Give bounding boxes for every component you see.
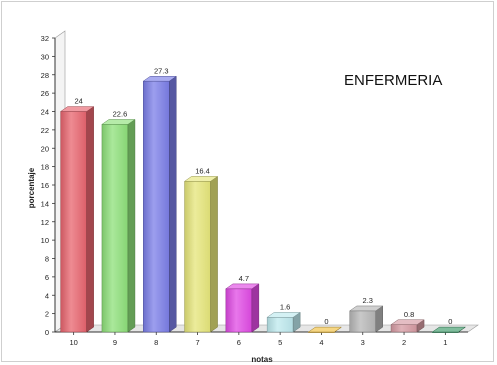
bar-3	[348, 305, 384, 333]
bar-front	[60, 111, 87, 333]
bar-5	[266, 311, 301, 333]
bar-top	[307, 326, 343, 333]
y-axis-title: porcentaje	[27, 167, 36, 208]
bar-front	[266, 317, 294, 333]
bar-8	[142, 75, 178, 333]
x-tick-label: 9	[113, 338, 117, 347]
y-tick-label: 4	[45, 291, 49, 300]
bar-top	[59, 106, 95, 112]
x-tick-label: 5	[278, 338, 282, 347]
data-label: 16.4	[195, 166, 210, 175]
y-tick-label: 10	[41, 236, 49, 245]
data-label: 0	[448, 317, 452, 326]
bar-side	[169, 75, 177, 333]
y-tick-label: 0	[45, 328, 49, 337]
bar-front	[349, 310, 376, 333]
bar-side	[251, 283, 260, 333]
data-label: 0.8	[404, 310, 414, 319]
data-label: 27.3	[154, 66, 169, 75]
bar-top	[101, 119, 136, 125]
x-tick-label: 4	[319, 338, 323, 347]
x-tick-label: 1	[443, 338, 447, 347]
bar-top	[225, 283, 260, 290]
bar-2	[390, 319, 425, 333]
x-tick-label: 2	[402, 338, 406, 347]
bar-side	[127, 118, 136, 333]
x-tick-label: 8	[154, 338, 158, 347]
bar-4	[307, 326, 343, 333]
y-tick-label: 30	[41, 52, 49, 61]
y-tick-label: 22	[41, 126, 49, 135]
data-label: 4.7	[239, 274, 249, 283]
bars	[59, 75, 467, 333]
data-label: 1.6	[280, 302, 290, 311]
data-label: 0	[324, 317, 328, 326]
bar-1	[431, 326, 467, 333]
y-tick-label: 6	[45, 273, 49, 282]
data-label: 22.6	[113, 109, 128, 118]
bar-front	[143, 80, 170, 333]
bar-top	[431, 326, 467, 333]
labels: 24 22.6 27.3 16.4 4.7 1.6 0 2.3 0.8 0	[74, 66, 452, 326]
bar-6	[225, 283, 260, 333]
x-tick-label: 10	[69, 338, 77, 347]
data-label: 24	[74, 97, 82, 106]
bar-10	[59, 106, 95, 333]
bar-top	[390, 319, 425, 325]
y-tick-label: 26	[41, 89, 49, 98]
bar-front	[390, 324, 418, 333]
bar-7	[183, 175, 219, 333]
y-tick-label: 28	[41, 71, 49, 80]
y-tick-label: 24	[41, 108, 49, 117]
bar-side	[86, 106, 94, 333]
y-tick-label: 32	[41, 34, 49, 43]
bar-top	[348, 305, 384, 312]
y-tick-label: 2	[45, 310, 49, 319]
bar-top	[142, 76, 178, 82]
chart-title: ENFERMERIA	[344, 72, 442, 89]
bar-top	[266, 312, 301, 318]
bar-9	[101, 118, 136, 333]
x-tick-label: 3	[361, 338, 365, 347]
x-tick-label: 7	[195, 338, 199, 347]
y-tick-label: 8	[45, 255, 49, 264]
y-tick-label: 16	[41, 181, 49, 190]
data-label: 2.3	[363, 296, 373, 305]
x-axis-title: notas	[251, 355, 273, 364]
bar-top	[183, 176, 219, 182]
bar-front	[225, 288, 253, 333]
x-tick-label: 6	[237, 338, 241, 347]
y-tick-label: 14	[41, 199, 49, 208]
bar-front	[184, 181, 211, 333]
y-tick-label: 18	[41, 163, 49, 172]
bar-side	[210, 175, 218, 333]
y-tick-label: 12	[41, 218, 49, 227]
y-tick-label: 20	[41, 144, 49, 153]
bar-front	[101, 124, 129, 333]
